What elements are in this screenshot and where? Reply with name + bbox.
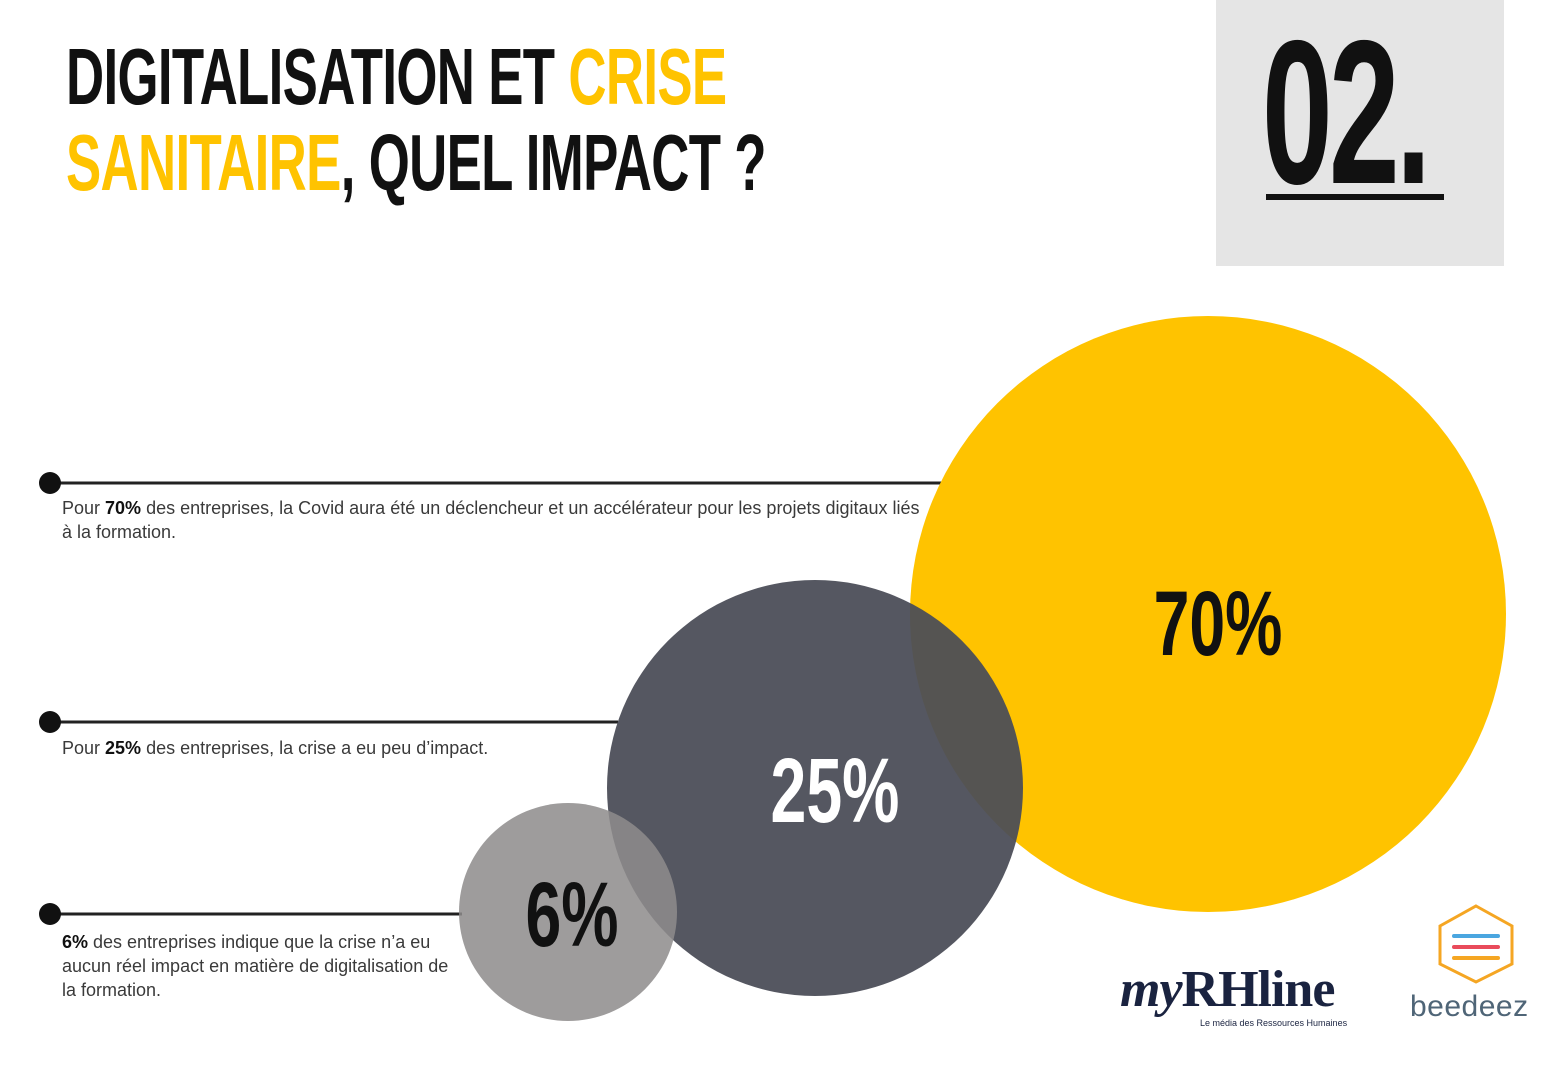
title-part-1: DIGITALISATION ET [66,32,569,121]
title-part-2: CRISE [568,32,727,121]
bubble-labels: 70% 25% 6% [525,572,1282,966]
leader-dot-70 [39,472,61,494]
description-25-prefix: Pour [62,738,106,758]
description-6: 6% des entreprises indique que la crise … [62,930,467,1002]
bubble-label-70: 70% [1154,572,1283,675]
beedeez-logo-text: beedeez [1410,990,1529,1023]
bubble-label-25: 25% [771,739,900,842]
myrhline-logo-my: my [1120,961,1183,1018]
description-25: Pour 25% des entreprises, la crise a eu … [62,736,622,760]
title-part-4: , QUEL IMPACT ? [340,118,767,207]
title-part-3: SANITAIRE [66,118,341,207]
description-6-value: 6% [62,932,89,952]
description-25-text: des entreprises, la crise a eu peu d’imp… [141,738,489,758]
description-70-prefix: Pour [62,498,106,518]
bubble-25 [607,580,1023,996]
myrhline-logo: myRHline [1120,961,1336,1018]
description-25-value: 25% [105,738,142,758]
myrhline-logo-rhline: RHline [1181,961,1336,1018]
section-number-underline [1266,194,1444,200]
description-6-text: des entreprises indique que la crise n’a… [62,932,449,1000]
bubble-70 [910,316,1506,912]
description-70-text: des entreprises, la Covid aura été un dé… [62,498,920,542]
leader-dot-6 [39,903,61,925]
beedeez-hexagon-icon [1438,904,1514,984]
section-number-box [1216,0,1504,266]
page-title: DIGITALISATION ET CRISE SANITAIRE, QUEL … [66,32,767,207]
bubble-label-6: 6% [525,863,618,966]
section-number: 02. [1262,0,1431,227]
bubble-6 [459,803,677,1021]
myrhline-tagline: Le média des Ressources Humaines [1200,1018,1348,1028]
bubbles [459,316,1506,1021]
description-70-value: 70% [105,498,142,518]
leader-lines [39,472,945,925]
description-70: Pour 70% des entreprises, la Covid aura … [62,496,922,544]
leader-dot-25 [39,711,61,733]
